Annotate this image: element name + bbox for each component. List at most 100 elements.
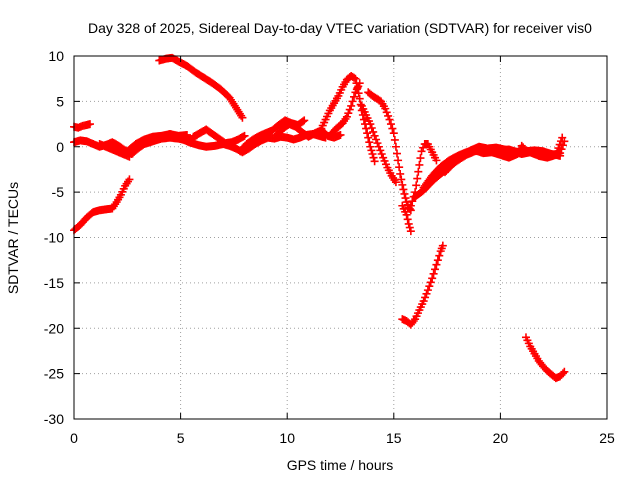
data-point: [391, 142, 400, 151]
data-point: [125, 152, 134, 161]
data-point: [390, 135, 399, 144]
y-axis-label: SDTVAR / TECUs: [5, 182, 21, 294]
data-point: [419, 297, 428, 306]
data-point: [381, 104, 390, 113]
series-arc-p: [406, 140, 441, 210]
data-point: [365, 138, 374, 147]
data-point: [350, 73, 359, 82]
data-point: [384, 111, 393, 120]
series-arc-s: [440, 133, 567, 177]
y-tick-label: -10: [44, 230, 64, 246]
data-point: [399, 185, 408, 194]
data-point: [395, 163, 404, 172]
data-point: [345, 105, 354, 114]
data-point: [404, 219, 413, 228]
data-point: [366, 142, 375, 151]
data-point: [355, 94, 364, 103]
data-point: [363, 129, 372, 138]
data-point: [435, 251, 444, 260]
data-point: [425, 282, 434, 291]
data-point: [298, 117, 307, 126]
series-arc-o: [398, 201, 415, 236]
data-point: [336, 130, 345, 139]
data-point: [406, 227, 415, 236]
data-point: [401, 194, 410, 203]
chart-title: Day 328 of 2025, Sidereal Day-to-day VTE…: [88, 20, 592, 36]
data-point: [391, 178, 400, 187]
data-points: [70, 53, 569, 383]
data-point: [300, 116, 309, 125]
data-point: [85, 120, 94, 129]
series-arc-l: [325, 79, 364, 140]
data-point: [408, 197, 417, 206]
data-point: [238, 113, 247, 122]
y-tick-label: -20: [44, 320, 64, 336]
data-point: [342, 112, 351, 121]
x-tick-label: 5: [177, 430, 185, 446]
series-arc-f: [155, 53, 247, 122]
data-point: [370, 131, 379, 140]
data-point: [416, 154, 425, 163]
series-arc-u: [521, 333, 569, 383]
x-tick-label: 15: [386, 430, 402, 446]
data-point: [348, 97, 357, 106]
data-point: [423, 286, 432, 295]
data-point: [415, 160, 424, 169]
data-point: [367, 123, 376, 132]
data-point: [367, 146, 376, 155]
data-point: [372, 135, 381, 144]
data-point: [560, 367, 569, 376]
data-point: [438, 241, 447, 250]
series-arc-d: [95, 140, 134, 161]
data-point: [125, 175, 134, 184]
data-point: [417, 147, 426, 156]
data-point: [389, 129, 398, 138]
data-point: [432, 156, 441, 165]
data-point: [426, 278, 435, 287]
data-point: [421, 293, 430, 302]
tick-labels: 0 5 10 15 20 25 -30 -25 -20 -15 -10 -5 0 5 10: [44, 48, 615, 446]
y-tick-label: -5: [52, 184, 65, 200]
y-tick-label: 5: [56, 93, 64, 109]
data-point: [369, 127, 378, 136]
data-point: [240, 131, 249, 140]
data-point: [431, 265, 440, 274]
data-point: [374, 142, 383, 151]
data-point: [432, 260, 441, 269]
x-axis-label: GPS time / hours: [287, 457, 394, 473]
data-point: [428, 274, 437, 283]
data-point: [400, 189, 409, 198]
y-tick-label: 10: [48, 48, 64, 64]
x-tick-label: 10: [279, 430, 295, 446]
data-point: [344, 109, 353, 118]
data-point: [394, 156, 403, 165]
data-point: [347, 101, 356, 110]
y-tick-label: -30: [44, 411, 64, 427]
data-point: [403, 215, 412, 224]
series-arc-n: [357, 101, 400, 187]
x-tick-label: 0: [70, 430, 78, 446]
data-point: [422, 289, 431, 298]
x-tick-label: 20: [493, 430, 509, 446]
data-point: [377, 150, 386, 159]
series-arc-h: [189, 125, 249, 148]
data-point: [359, 115, 368, 124]
x-tick-label: 25: [599, 430, 615, 446]
axis-ticks: [73, 55, 608, 420]
series-arc-t: [398, 241, 447, 329]
data-point: [558, 133, 567, 142]
data-point: [397, 175, 406, 184]
data-point: [398, 180, 407, 189]
series-arc-e: [123, 130, 191, 156]
data-point: [366, 120, 375, 129]
data-point: [385, 115, 394, 124]
data-point: [369, 153, 378, 162]
data-point: [364, 133, 373, 142]
data-point: [406, 201, 415, 210]
data-point: [558, 369, 567, 378]
data-point: [433, 256, 442, 265]
data-point: [376, 146, 385, 155]
data-point: [396, 169, 405, 178]
data-point: [356, 100, 365, 109]
